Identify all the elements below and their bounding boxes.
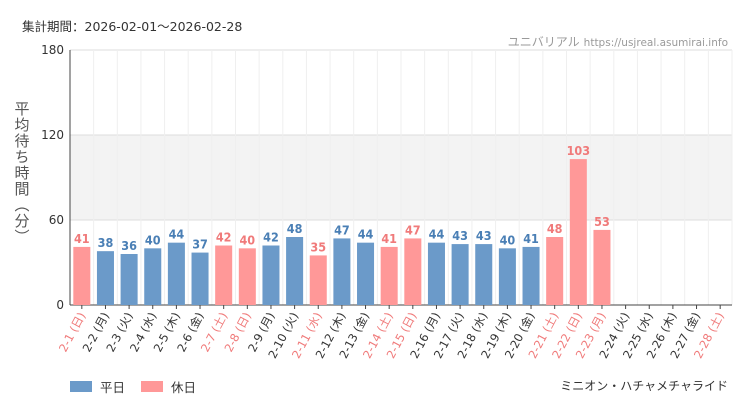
data-label: 37 [192,237,208,252]
data-label: 41 [381,231,397,246]
bar [333,238,351,305]
data-label: 40 [145,232,161,247]
data-label: 42 [216,230,232,245]
bar [286,237,304,305]
y-axis-title: 平均待ち時間（分） [12,101,31,245]
data-label: 48 [287,221,303,236]
data-label: 103 [567,143,590,158]
bar [522,246,540,305]
bar [262,245,280,305]
data-label: 44 [169,227,185,242]
bar [498,248,516,305]
data-label: 40 [239,232,255,247]
bar [191,252,209,305]
legend-label-holiday: 休日 [171,380,197,395]
bar [380,246,398,305]
legend-label-weekday: 平日 [100,380,126,395]
data-label: 38 [98,235,114,250]
y-tick-label: 180 [41,43,64,57]
legend-item-weekday: 平日 [70,377,125,396]
data-label: 47 [405,222,421,237]
data-label: 53 [594,214,610,229]
site-credit: ユニバリアル https://usjreal.asumirai.info [508,33,728,50]
data-label: 48 [547,221,563,236]
bar [238,248,256,305]
legend-swatch-weekday [70,381,92,392]
period-label: 集計期間：2026-02-01～2026-02-28 [22,19,243,34]
data-label: 43 [476,228,492,243]
legend: 平日 休日 [70,377,212,396]
bar [404,238,422,305]
data-label: 40 [500,232,516,247]
bar [96,251,114,305]
y-tick-label: 0 [56,298,64,312]
bar [475,244,493,305]
data-label: 41 [523,231,539,246]
legend-swatch-holiday [141,381,164,392]
y-axis-title-wrap: 平均待ち時間（分） [8,88,36,258]
bar [144,248,162,305]
bar [215,245,233,305]
bar [120,254,138,305]
bar [569,159,587,305]
data-label: 47 [334,222,350,237]
data-label: 41 [74,231,90,246]
data-label: 44 [358,227,374,242]
y-tick-label: 120 [41,128,64,142]
bar [427,242,445,305]
bar [73,246,91,305]
data-label: 36 [121,238,137,253]
attraction-name: ミニオン・ハチャメチャライド [560,379,728,393]
y-tick-label: 60 [49,213,64,227]
legend-item-holiday: 休日 [141,377,196,396]
bar [167,242,185,305]
data-label: 35 [310,239,326,254]
data-label: 43 [452,228,468,243]
bar [309,255,327,305]
data-label: 42 [263,230,279,245]
site-name: ユニバリアル [507,35,580,49]
bar [451,244,469,305]
site-url: https://usjreal.asumirai.info [583,37,728,49]
data-label: 44 [429,227,445,242]
bar [546,237,564,305]
bar [357,242,375,305]
bar [593,229,611,305]
